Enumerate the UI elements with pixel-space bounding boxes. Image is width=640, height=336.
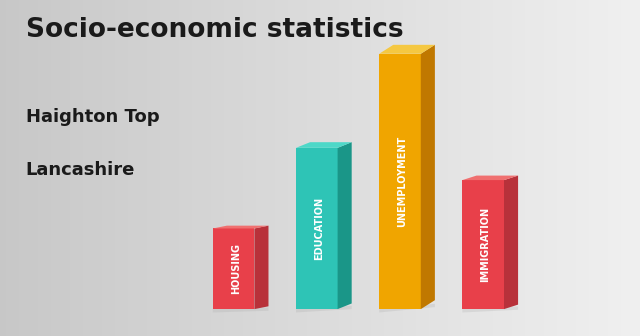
Text: UNEMPLOYMENT: UNEMPLOYMENT [397,136,407,227]
Polygon shape [296,142,352,148]
Polygon shape [212,307,269,312]
Text: Lancashire: Lancashire [26,161,135,179]
Text: EDUCATION: EDUCATION [314,197,324,260]
Text: Haighton Top: Haighton Top [26,108,159,126]
Polygon shape [380,54,421,309]
Polygon shape [421,45,435,309]
Polygon shape [296,148,338,309]
Text: HOUSING: HOUSING [230,243,241,294]
Polygon shape [380,45,435,54]
Polygon shape [463,180,504,309]
Polygon shape [463,306,518,312]
Polygon shape [296,306,352,312]
Polygon shape [463,176,518,180]
Polygon shape [212,228,254,309]
Polygon shape [338,142,352,309]
Polygon shape [212,226,269,228]
Polygon shape [380,304,435,312]
Polygon shape [504,176,518,309]
Text: IMMIGRATION: IMMIGRATION [480,207,490,282]
Polygon shape [254,226,269,309]
Text: Socio-economic statistics: Socio-economic statistics [26,17,403,43]
